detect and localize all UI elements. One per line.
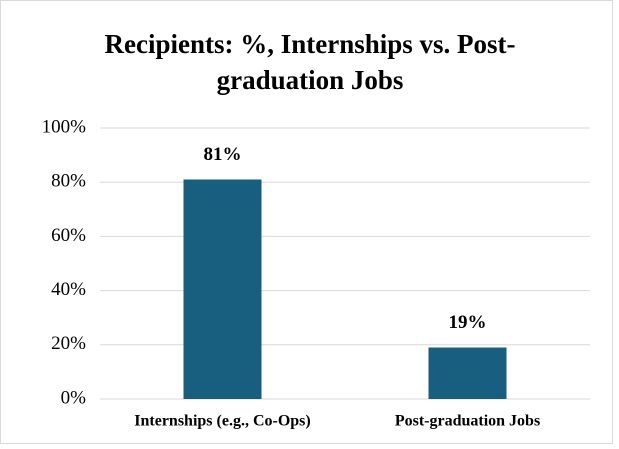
y-tick-label: 100% (42, 116, 87, 137)
x-tick-label: Post-graduation Jobs (395, 413, 540, 430)
chart-title: Recipients: %, Internships vs. Post-grad… (104, 29, 516, 95)
bar (183, 179, 262, 399)
x-tick-label: Internships (e.g., Co-Ops) (134, 413, 310, 430)
y-tick-label: 80% (51, 171, 86, 192)
y-tick-label: 0% (61, 387, 87, 408)
y-tick-label: 40% (51, 279, 86, 300)
chart-border (0, 0, 613, 444)
y-tick-label: 60% (51, 225, 86, 246)
y-tick-label: 20% (51, 333, 86, 354)
data-label: 19% (449, 312, 487, 333)
data-label: 81% (204, 144, 242, 165)
bar (428, 347, 507, 399)
